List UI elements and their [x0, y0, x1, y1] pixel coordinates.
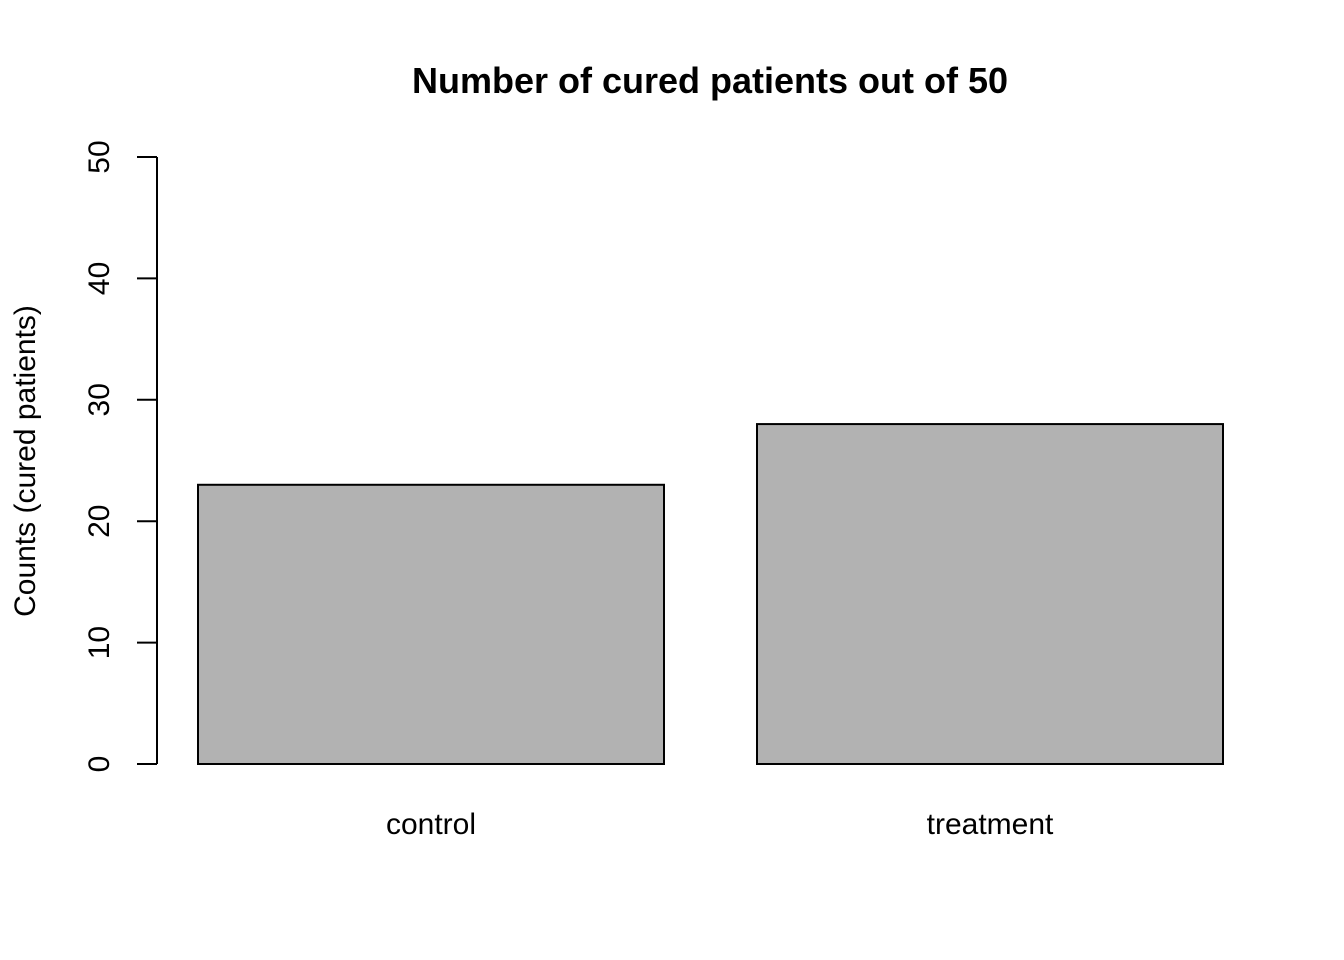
- y-axis-label: Counts (cured patients): [9, 305, 42, 617]
- y-tick-label: 40: [83, 262, 116, 295]
- bar-treatment: [756, 423, 1224, 765]
- x-axis-labels: control treatment: [386, 808, 1054, 841]
- chart-title: Number of cured patients out of 50: [412, 60, 1008, 101]
- y-tick-label: 0: [83, 756, 116, 773]
- y-axis-ticks: 0 10 20 30 40 50: [83, 140, 157, 772]
- x-tick-label-control: control: [386, 808, 476, 841]
- y-tick-label: 20: [83, 505, 116, 538]
- y-tick-label: 10: [83, 626, 116, 659]
- x-tick-label-treatment: treatment: [927, 808, 1054, 841]
- y-tick-label: 30: [83, 383, 116, 416]
- bars-group: [197, 423, 1224, 765]
- bar-control: [197, 483, 665, 765]
- y-tick-label: 50: [83, 140, 116, 173]
